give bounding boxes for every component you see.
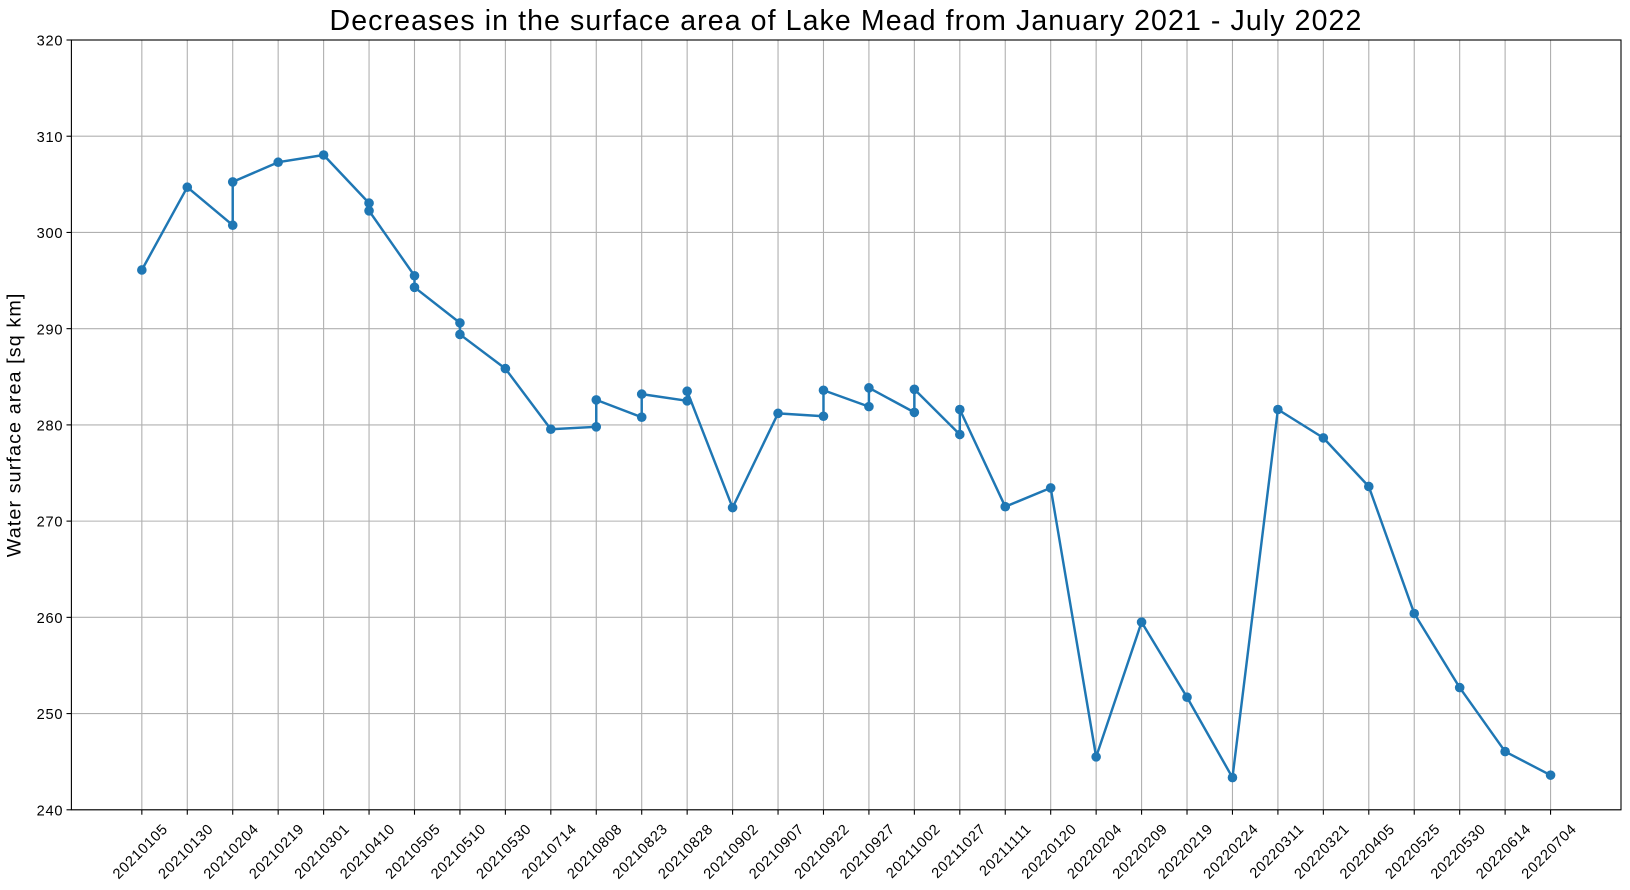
svg-text:310: 310 xyxy=(37,130,64,146)
svg-text:280: 280 xyxy=(37,419,64,435)
svg-text:320: 320 xyxy=(37,34,64,50)
svg-text:260: 260 xyxy=(37,611,64,627)
svg-text:250: 250 xyxy=(37,707,64,723)
svg-text:Decreases in the surface area: Decreases in the surface area of Lake Me… xyxy=(330,5,1363,37)
svg-text:300: 300 xyxy=(37,226,64,242)
svg-text:270: 270 xyxy=(37,515,64,531)
svg-text:240: 240 xyxy=(37,803,64,819)
svg-text:Water surface area [sq km]: Water surface area [sq km] xyxy=(4,292,26,557)
svg-text:290: 290 xyxy=(37,322,64,338)
